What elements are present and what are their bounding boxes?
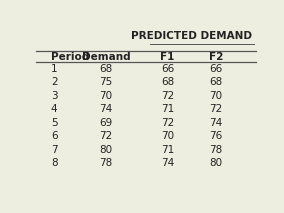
Text: 80: 80 <box>209 158 223 168</box>
Text: 78: 78 <box>99 158 112 168</box>
Text: 7: 7 <box>51 145 58 155</box>
Text: 71: 71 <box>161 104 174 114</box>
Text: 72: 72 <box>99 131 112 141</box>
Text: 69: 69 <box>99 118 112 128</box>
Text: 1: 1 <box>51 64 58 74</box>
Text: 68: 68 <box>161 78 174 88</box>
Text: 6: 6 <box>51 131 58 141</box>
Text: 78: 78 <box>209 145 223 155</box>
Text: 80: 80 <box>99 145 112 155</box>
Text: 70: 70 <box>161 131 174 141</box>
Text: 76: 76 <box>209 131 223 141</box>
Text: 66: 66 <box>161 64 174 74</box>
Text: 3: 3 <box>51 91 58 101</box>
Text: F2: F2 <box>209 52 223 62</box>
Text: 72: 72 <box>209 104 223 114</box>
Text: 74: 74 <box>209 118 223 128</box>
Text: 66: 66 <box>209 64 223 74</box>
Text: 5: 5 <box>51 118 58 128</box>
Text: 70: 70 <box>209 91 223 101</box>
Text: 68: 68 <box>99 64 112 74</box>
Text: 2: 2 <box>51 78 58 88</box>
Text: 74: 74 <box>99 104 112 114</box>
Text: 4: 4 <box>51 104 58 114</box>
Text: 75: 75 <box>99 78 112 88</box>
Text: 74: 74 <box>161 158 174 168</box>
Text: PREDICTED DEMAND: PREDICTED DEMAND <box>131 31 252 41</box>
Text: 72: 72 <box>161 118 174 128</box>
Text: 68: 68 <box>209 78 223 88</box>
Text: 72: 72 <box>161 91 174 101</box>
Text: 71: 71 <box>161 145 174 155</box>
Text: Period: Period <box>51 52 89 62</box>
Text: 8: 8 <box>51 158 58 168</box>
Text: 70: 70 <box>99 91 112 101</box>
Text: F1: F1 <box>160 52 175 62</box>
Text: Demand: Demand <box>82 52 130 62</box>
